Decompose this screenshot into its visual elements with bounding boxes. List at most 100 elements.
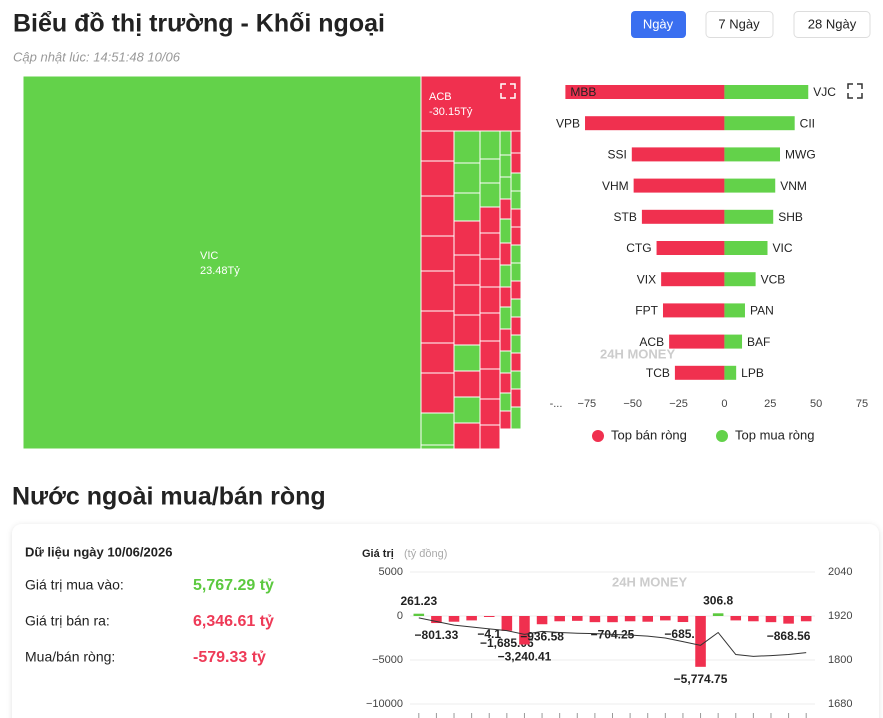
bar: [724, 241, 768, 255]
bar: [724, 365, 737, 380]
bar: [536, 616, 548, 625]
treemap-cell: [453, 220, 481, 256]
x-tick-label: 0: [721, 398, 727, 410]
y2-tick-label: 1680: [828, 698, 852, 710]
x-tick-label: −50: [623, 398, 642, 410]
bar: [642, 616, 653, 622]
x-tick-label: −25: [669, 398, 688, 410]
section-title: Nước ngoài mua/bán ròng: [12, 483, 326, 511]
bar-label: VHM: [602, 179, 629, 193]
treemap-cell: [479, 206, 501, 234]
treemap-cell: [479, 182, 501, 208]
treemap-cell: [453, 192, 481, 222]
treemap-cell: [499, 372, 512, 394]
treemap-cell: [510, 280, 522, 300]
bar: [724, 209, 774, 224]
treemap-cell: [22, 75, 422, 450]
line: [418, 617, 807, 657]
tab-label[interactable]: Ngày: [643, 16, 674, 31]
tab-button[interactable]: [793, 11, 871, 38]
treemap-cell: [420, 195, 455, 237]
value-label: −4.1: [477, 627, 501, 641]
summary: Giá trị mua vào: 5,767.29 tỷ Giá trị bán r…: [25, 577, 274, 667]
legend-swatch: [716, 430, 728, 442]
bar: [724, 147, 781, 162]
bar: [730, 616, 742, 621]
treemap-cell: [510, 130, 522, 154]
y-tick-label: −10000: [366, 698, 403, 710]
bar-label: ACB: [639, 335, 664, 349]
bar: [554, 616, 565, 622]
treemap-cell: [453, 314, 481, 346]
row-value: 6,346.61 tỷ: [193, 613, 274, 630]
tab-button[interactable]: [631, 11, 686, 38]
treemap-cell: [479, 130, 501, 160]
bar: [724, 272, 756, 287]
bar: [589, 616, 601, 623]
bar: [585, 116, 725, 131]
cell-value: 23.48Tỷ: [200, 265, 240, 277]
bar: [724, 334, 743, 349]
card: [12, 524, 879, 718]
bar: [572, 616, 583, 621]
x-tick-label: 25: [764, 398, 776, 410]
treemap-cell: [453, 284, 481, 316]
cell-label: ACB: [429, 91, 452, 103]
bar: [724, 178, 776, 193]
bar: [641, 209, 725, 224]
legend-label: Top mua ròng: [735, 427, 815, 442]
bar: [669, 334, 725, 349]
treemap-cell: [479, 340, 501, 370]
treemap-cell: [499, 392, 512, 412]
treemap-cell: [420, 310, 455, 344]
y-tick-label: 0: [397, 610, 403, 622]
treemap-cell: [499, 242, 512, 266]
bar: [448, 616, 460, 622]
bar-label: MBB: [570, 85, 596, 99]
legend-swatch: [592, 430, 604, 442]
treemap-cell: [420, 372, 455, 414]
treemap-cell: [510, 172, 522, 192]
bar: [800, 616, 812, 622]
y2-tick-label: 2040: [828, 566, 852, 578]
watermark: 24H MONEY: [612, 574, 687, 589]
treemap-cell: [510, 262, 522, 282]
x-tick-label: 50: [810, 398, 822, 410]
bar-label: BAF: [747, 335, 770, 349]
tab-label[interactable]: 7 Ngày: [718, 16, 760, 31]
treemap-cell: [479, 286, 501, 314]
value-label: −5,774.75: [674, 672, 728, 686]
bar: [624, 616, 636, 622]
bar-label: CII: [800, 116, 815, 130]
bar-label: VPB: [556, 116, 580, 130]
bar: [656, 241, 725, 255]
treemap-cell: [499, 328, 512, 352]
treemap-cell: [479, 424, 501, 450]
expand-icon: [500, 83, 516, 99]
cell-value: -30.15Tỷ: [429, 106, 473, 118]
bar: [677, 616, 689, 623]
bar-label: STB: [614, 210, 637, 224]
bar-label: VJC: [813, 85, 836, 99]
bar-label: VNM: [780, 179, 807, 193]
bar: [695, 616, 706, 667]
treemap-cell: [510, 406, 522, 430]
bar-label: LPB: [741, 366, 764, 380]
value-label: 306.8: [703, 593, 733, 607]
x-tick-label: −75: [578, 398, 597, 410]
chart-subtitle: (tỷ đồng): [404, 548, 447, 560]
expand-icon: [847, 83, 863, 99]
row-value: 5,767.29 tỷ: [193, 577, 274, 594]
bar: [724, 85, 809, 99]
treemap-cell: [453, 396, 481, 424]
value-label: −868.56: [767, 629, 811, 643]
treemap-cell: [510, 226, 522, 246]
bar-label: VIX: [637, 272, 656, 286]
treemap-cell: [479, 232, 501, 260]
treemap-cell: [479, 312, 501, 342]
value-label: −685.1: [664, 627, 701, 641]
tab-label[interactable]: 28 Ngày: [808, 16, 857, 31]
tab-button[interactable]: [705, 11, 774, 38]
treemap-cell: [420, 412, 455, 446]
legend-label: Top bán ròng: [611, 427, 687, 442]
